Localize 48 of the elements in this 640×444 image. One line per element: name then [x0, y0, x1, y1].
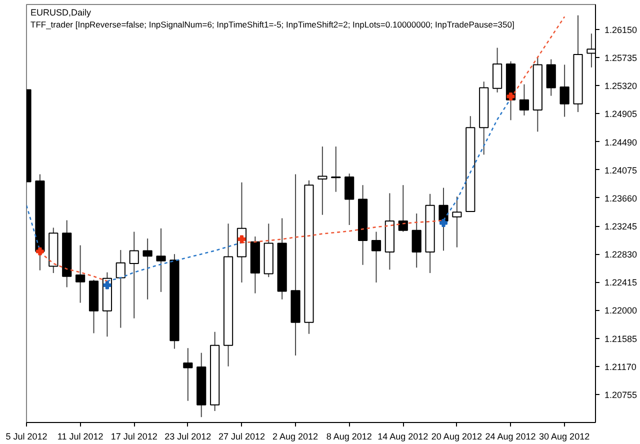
y-tick-label: 1.22415 — [604, 278, 638, 288]
chart-title: EURUSD,Daily — [30, 8, 92, 18]
candlestick — [116, 250, 126, 328]
candlestick — [519, 84, 530, 116]
point — [506, 92, 515, 100]
candlestick — [371, 231, 382, 283]
candlestick — [560, 64, 570, 118]
candlestick — [318, 146, 328, 216]
y-tick-label: 1.23660 — [604, 193, 638, 204]
candlestick — [156, 228, 166, 292]
x-tick-label: 30 Aug 2012 — [539, 432, 590, 442]
point — [440, 218, 448, 227]
x-tick-label: 14 Aug 2012 — [378, 432, 428, 442]
candlestick — [129, 231, 139, 319]
y-tick-label: 1.24075 — [604, 165, 638, 176]
x-tick-label: 5 Jul 2012 — [6, 432, 48, 442]
candlestick — [546, 58, 556, 96]
candlestick — [76, 244, 86, 304]
y-tick-label: 1.21585 — [604, 334, 638, 344]
y-tick-label: 1.25320 — [604, 81, 638, 92]
candlestick — [142, 238, 152, 300]
x-tick-label: 24 Aug 2012 — [485, 432, 536, 442]
y-tick-label: 1.20755 — [604, 390, 638, 400]
y-tick-label: 1.22000 — [604, 306, 638, 316]
y-tick-label: 1.24490 — [604, 137, 638, 148]
x-tick-label: 23 Jul 2012 — [164, 432, 212, 442]
point — [103, 281, 112, 290]
x-tick-label: 2 Aug 2012 — [272, 432, 318, 442]
candlestick — [398, 184, 408, 232]
x-tick-label: 8 Aug 2012 — [326, 432, 372, 442]
candlestick — [331, 146, 341, 192]
x-tick-label: 17 Jul 2012 — [110, 432, 158, 442]
text: TFF_trader [InpReverse=false; InpSignalNum=6; InpTimeShift1=-5; InpTimeShift2=2; InpLots=0.10000000; InpTradePause=350] — [30, 20, 514, 30]
x-tick-label: 20 Aug 2012 — [431, 432, 482, 442]
y-tick-label: 1.25735 — [604, 53, 638, 64]
candlestick — [412, 213, 422, 268]
candlestick — [438, 187, 448, 252]
y-tick-label: 1.23245 — [604, 222, 638, 232]
x-tick-label: 11 Jul 2012 — [57, 432, 104, 442]
y-tick-label: 1.26150 — [604, 25, 638, 36]
point — [36, 247, 44, 256]
candlestick — [452, 196, 462, 248]
candlestick — [183, 348, 193, 402]
candlestick — [344, 173, 354, 226]
y-tick-label: 1.24905 — [604, 109, 638, 120]
x-tick-label: 27 Jul 2012 — [218, 432, 265, 442]
y-tick-label: 1.21170 — [604, 362, 636, 372]
y-tick-label: 1.22830 — [604, 250, 638, 260]
